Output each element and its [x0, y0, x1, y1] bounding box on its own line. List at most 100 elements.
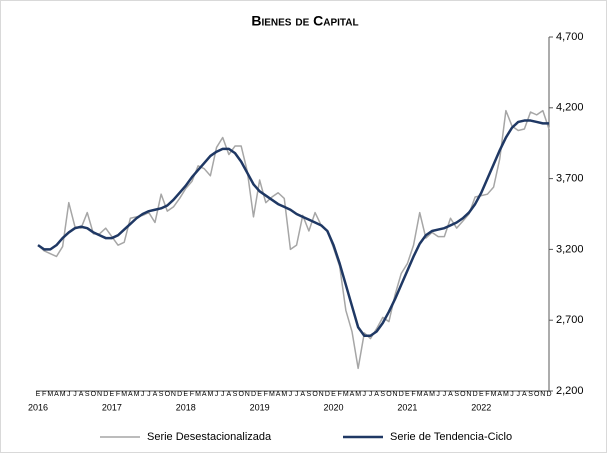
x-tick-label: M — [134, 391, 140, 398]
x-tick-label: S — [85, 391, 90, 398]
year-label: 2020 — [324, 402, 344, 412]
x-tick-label: F — [190, 391, 194, 398]
y-tick-label: 2,200 — [556, 385, 584, 397]
x-tick-label: A — [79, 391, 84, 398]
x-tick-label: M — [207, 391, 213, 398]
x-tick-label: M — [60, 391, 66, 398]
x-tick-label: A — [300, 391, 305, 398]
x-tick-label: A — [276, 391, 281, 398]
x-tick-label: J — [295, 391, 299, 398]
x-tick-label: O — [165, 391, 171, 398]
x-tick-label: M — [47, 391, 53, 398]
x-tick-label: E — [257, 391, 262, 398]
x-tick-label: A — [350, 391, 355, 398]
x-tick-label: A — [128, 391, 133, 398]
year-label: 2021 — [397, 402, 417, 412]
x-tick-label: N — [319, 391, 324, 398]
x-tick-label: M — [417, 391, 423, 398]
x-tick-label: S — [307, 391, 312, 398]
x-tick-label: E — [110, 391, 115, 398]
x-tick-label: F — [264, 391, 268, 398]
x-tick-label: F — [42, 391, 46, 398]
x-tick-label: J — [221, 391, 225, 398]
legend-label: Serie Desestacionalizada — [147, 431, 272, 443]
x-tick-label: E — [331, 391, 336, 398]
x-tick-label: D — [177, 391, 182, 398]
x-tick-label: J — [516, 391, 520, 398]
x-tick-label: A — [522, 391, 527, 398]
x-tick-label: J — [215, 391, 219, 398]
x-tick-label: F — [116, 391, 120, 398]
year-label: 2022 — [471, 402, 491, 412]
x-tick-label: D — [473, 391, 478, 398]
x-tick-label: A — [374, 391, 379, 398]
x-tick-label: N — [245, 391, 250, 398]
x-tick-label: N — [466, 391, 471, 398]
chart-title: Bienes de Capital — [251, 13, 358, 29]
y-tick-label: 4,200 — [556, 102, 584, 114]
x-tick-label: A — [448, 391, 453, 398]
x-tick-label: S — [233, 391, 238, 398]
x-tick-label: F — [338, 391, 342, 398]
x-tick-label: E — [405, 391, 410, 398]
x-tick-label: S — [528, 391, 533, 398]
year-label: 2019 — [250, 402, 270, 412]
x-tick-label: E — [36, 391, 41, 398]
x-tick-label: A — [153, 391, 158, 398]
x-tick-label: N — [171, 391, 176, 398]
x-tick-label: J — [363, 391, 367, 398]
x-tick-label: D — [251, 391, 256, 398]
x-tick-label: A — [202, 391, 207, 398]
x-tick-label: J — [289, 391, 293, 398]
x-tick-label: N — [97, 391, 102, 398]
x-tick-label: S — [380, 391, 385, 398]
x-tick-label: J — [147, 391, 151, 398]
x-tick-label: D — [325, 391, 330, 398]
x-tick-label: D — [399, 391, 404, 398]
x-tick-label: O — [386, 391, 392, 398]
legend-label: Serie de Tendencia-Ciclo — [390, 431, 512, 443]
x-tick-label: S — [454, 391, 459, 398]
x-tick-label: J — [67, 391, 71, 398]
x-tick-label: M — [269, 391, 275, 398]
x-tick-label: J — [443, 391, 447, 398]
x-tick-label: A — [54, 391, 59, 398]
x-tick-label: N — [540, 391, 545, 398]
x-tick-label: O — [238, 391, 244, 398]
x-tick-label: M — [429, 391, 435, 398]
x-tick-label: J — [436, 391, 440, 398]
year-label: 2016 — [28, 402, 48, 412]
x-tick-label: O — [460, 391, 466, 398]
x-tick-label: O — [312, 391, 318, 398]
x-tick-label: M — [195, 391, 201, 398]
series-line — [37, 109, 550, 370]
x-tick-label: M — [343, 391, 349, 398]
x-tick-label: N — [393, 391, 398, 398]
x-tick-label: F — [485, 391, 489, 398]
x-tick-label: J — [73, 391, 77, 398]
series-line — [37, 119, 549, 338]
year-label: 2018 — [176, 402, 196, 412]
x-tick-label: M — [281, 391, 287, 398]
x-tick-label: O — [91, 391, 97, 398]
x-tick-label: M — [121, 391, 127, 398]
x-tick-label: F — [411, 391, 415, 398]
x-tick-label: A — [227, 391, 232, 398]
x-tick-label: D — [546, 391, 551, 398]
x-tick-label: M — [355, 391, 361, 398]
x-tick-label: M — [491, 391, 497, 398]
x-tick-label: A — [497, 391, 502, 398]
x-tick-label: S — [159, 391, 164, 398]
x-tick-label: O — [534, 391, 540, 398]
x-tick-label: E — [479, 391, 484, 398]
x-tick-label: J — [141, 391, 145, 398]
y-tick-label: 3,200 — [556, 243, 584, 255]
x-tick-label: A — [424, 391, 429, 398]
x-tick-label: D — [103, 391, 108, 398]
x-tick-label: E — [183, 391, 188, 398]
y-tick-label: 4,700 — [556, 31, 584, 43]
x-tick-label: J — [510, 391, 514, 398]
year-label: 2017 — [102, 402, 122, 412]
